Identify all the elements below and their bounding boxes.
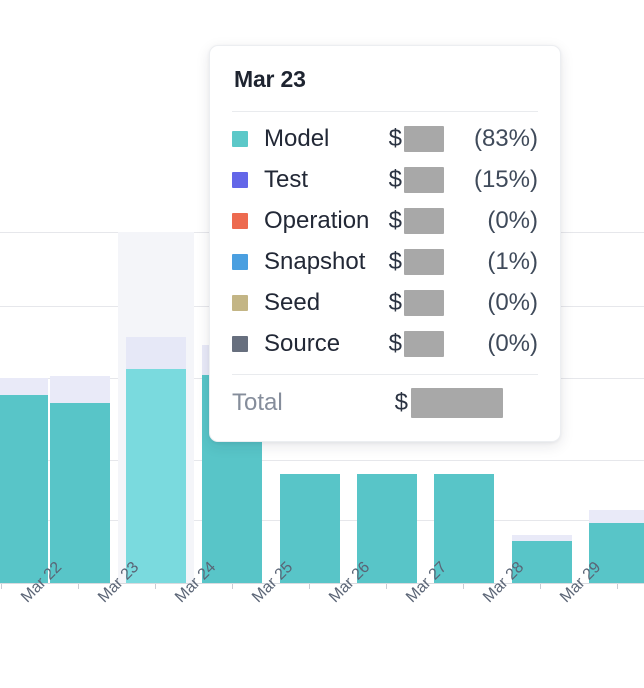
tooltip-amount-redacted xyxy=(404,248,444,275)
tooltip-series-label: Model xyxy=(264,126,330,151)
legend-swatch-operation xyxy=(232,212,248,229)
axis-tick xyxy=(540,584,541,589)
bar-segment-model xyxy=(589,523,644,583)
bar-segment-test xyxy=(512,535,572,541)
legend-swatch-model xyxy=(232,130,248,147)
tooltip-row-source: Source $ (0%) xyxy=(232,323,538,364)
tooltip-total-divider xyxy=(232,374,538,375)
tooltip-currency-symbol: $ xyxy=(388,124,402,152)
legend-swatch-seed xyxy=(232,294,248,311)
bar-segment-model xyxy=(357,474,417,583)
bar-segment-test xyxy=(589,510,644,523)
tooltip-series-label: Seed xyxy=(264,290,321,315)
legend-swatch-test xyxy=(232,171,248,188)
tooltip-currency-symbol: $ xyxy=(388,329,402,357)
tooltip-amount-redacted xyxy=(404,166,444,193)
bar-mar-29[interactable] xyxy=(589,510,644,583)
tooltip-total-amount-redacted xyxy=(411,388,503,418)
tooltip-currency-symbol: $ xyxy=(388,288,402,316)
gridline xyxy=(0,460,644,461)
tooltip-total-currency-symbol: $ xyxy=(394,389,408,416)
legend-swatch-snapshot xyxy=(232,253,248,270)
tooltip-row-model: Model $ (83%) xyxy=(232,118,538,159)
tooltip-amount-redacted xyxy=(404,330,444,357)
tooltip-row-operation: Operation $ (0%) xyxy=(232,200,538,241)
axis-tick xyxy=(309,584,310,589)
bar-chart xyxy=(0,232,644,584)
tooltip-row-test: Test $ (15%) xyxy=(232,159,538,200)
bar-segment-model xyxy=(512,541,572,583)
x-axis-baseline xyxy=(0,583,644,584)
bar-segment-model xyxy=(434,474,494,583)
tooltip-currency-symbol: $ xyxy=(388,247,402,275)
tooltip-row-seed: Seed $ (0%) xyxy=(232,282,538,323)
tooltip-series-label: Operation xyxy=(264,208,370,233)
bar-segment-model xyxy=(50,403,110,583)
tooltip-percent: (83%) xyxy=(473,124,538,152)
bar-segment-test xyxy=(50,376,110,403)
x-axis: Mar 22 Mar 23 Mar 24 Mar 25 Mar 26 Mar 2… xyxy=(0,559,644,688)
tooltip-amount-redacted xyxy=(404,125,444,152)
tooltip-amount-redacted xyxy=(404,289,444,316)
axis-tick xyxy=(1,584,2,589)
axis-tick xyxy=(463,584,464,589)
chart-tooltip: Mar 23 Model $ (83%) Test $ (15%) Operat… xyxy=(209,45,561,442)
bar-mar-28[interactable] xyxy=(512,535,572,583)
tooltip-series-label: Snapshot xyxy=(264,249,366,274)
tooltip-title: Mar 23 xyxy=(234,66,306,92)
bar-mar-25[interactable] xyxy=(280,474,340,583)
tooltip-series-label: Test xyxy=(264,167,309,192)
tooltip-percent: (0%) xyxy=(487,329,538,357)
bar-segment-model xyxy=(126,369,186,583)
bar-segment-model xyxy=(280,474,340,583)
tooltip-percent: (15%) xyxy=(473,165,538,193)
tooltip-currency-symbol: $ xyxy=(388,206,402,234)
tooltip-percent: (0%) xyxy=(487,288,538,316)
bar-segment-model xyxy=(0,395,48,583)
tooltip-currency-symbol: $ xyxy=(388,165,402,193)
tooltip-series-label: Source xyxy=(264,331,341,356)
bar-mar-22[interactable] xyxy=(50,376,110,583)
tooltip-percent: (0%) xyxy=(487,206,538,234)
tooltip-amount-redacted xyxy=(404,207,444,234)
bar-mar-27[interactable] xyxy=(434,474,494,583)
tooltip-total-row: Total $ xyxy=(232,381,538,425)
bar-mar-26[interactable] xyxy=(357,474,417,583)
bar-mar-21[interactable] xyxy=(0,378,48,583)
axis-tick xyxy=(386,584,387,589)
bar-segment-test xyxy=(126,337,186,369)
axis-tick xyxy=(78,584,79,589)
bar-mar-23[interactable] xyxy=(126,337,186,583)
tooltip-row-snapshot: Snapshot $ (1%) xyxy=(232,241,538,282)
axis-tick xyxy=(155,584,156,589)
legend-swatch-source xyxy=(232,335,248,352)
bar-segment-test xyxy=(0,378,48,395)
tooltip-total-label: Total xyxy=(232,389,283,416)
tooltip-divider xyxy=(232,111,538,112)
axis-tick xyxy=(617,584,618,589)
tooltip-percent: (1%) xyxy=(487,247,538,275)
axis-tick xyxy=(232,584,233,589)
